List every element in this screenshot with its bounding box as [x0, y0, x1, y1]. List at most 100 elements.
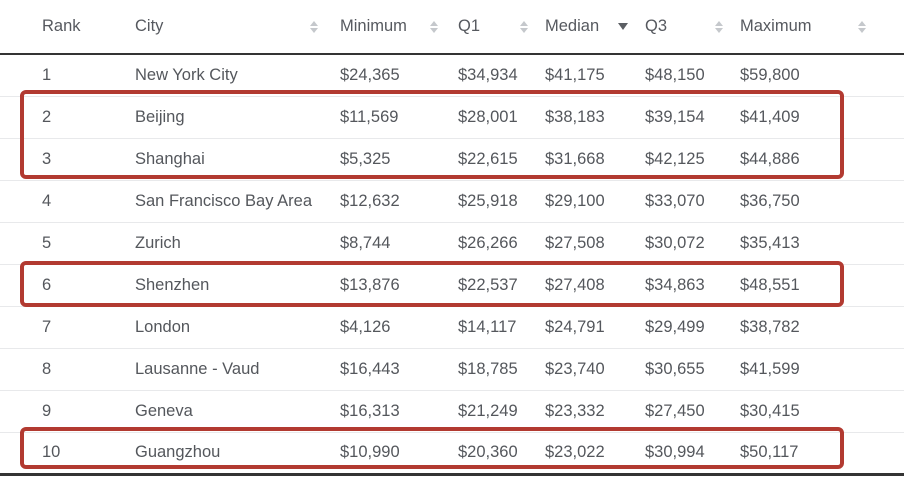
- q3-cell: $27,450: [640, 390, 735, 433]
- median-cell: $27,408: [540, 264, 640, 307]
- q1-cell: $21,249: [450, 390, 540, 433]
- column-header-minimum[interactable]: Minimum: [330, 0, 450, 55]
- q3-cell: $33,070: [640, 180, 735, 223]
- maximum-cell: $59,800: [735, 54, 904, 97]
- maximum-cell: $41,599: [735, 348, 904, 391]
- q1-cell: $22,537: [450, 264, 540, 307]
- minimum-cell: $16,313: [330, 390, 450, 433]
- city-cell: London: [110, 306, 330, 349]
- minimum-cell: $5,325: [330, 138, 450, 181]
- minimum-cell: $10,990: [330, 432, 450, 476]
- column-label-q1: Q1: [458, 17, 481, 35]
- table-row: 4 San Francisco Bay Area $12,632 $25,918…: [0, 180, 904, 223]
- maximum-cell: $41,409: [735, 96, 904, 139]
- table-header: Rank City Minimum: [0, 0, 904, 55]
- maximum-cell: $48,551: [735, 264, 904, 307]
- maximum-cell: $44,886: [735, 138, 904, 181]
- column-label-minimum: Minimum: [340, 17, 407, 35]
- q1-cell: $14,117: [450, 306, 540, 349]
- city-cell: Zurich: [110, 222, 330, 265]
- city-cell: San Francisco Bay Area: [110, 180, 330, 223]
- column-header-rank: Rank: [0, 0, 110, 55]
- city-cell: Lausanne - Vaud: [110, 348, 330, 391]
- sort-both-icon[interactable]: [310, 20, 318, 33]
- minimum-cell: $12,632: [330, 180, 450, 223]
- q3-cell: $42,125: [640, 138, 735, 181]
- city-cell: Beijing: [110, 96, 330, 139]
- column-header-median[interactable]: Median: [540, 0, 640, 55]
- city-cell: Guangzhou: [110, 432, 330, 476]
- table-row: 1 New York City $24,365 $34,934 $41,175 …: [0, 54, 904, 97]
- column-header-q3[interactable]: Q3: [640, 0, 735, 55]
- minimum-cell: $8,744: [330, 222, 450, 265]
- table-row: 3 Shanghai $5,325 $22,615 $31,668 $42,12…: [0, 138, 904, 181]
- maximum-cell: $30,415: [735, 390, 904, 433]
- rank-cell: 8: [0, 348, 110, 391]
- column-label-rank: Rank: [42, 17, 81, 35]
- median-cell: $27,508: [540, 222, 640, 265]
- table-row: 8 Lausanne - Vaud $16,443 $18,785 $23,74…: [0, 348, 904, 391]
- minimum-cell: $11,569: [330, 96, 450, 139]
- rank-cell: 4: [0, 180, 110, 223]
- column-header-city[interactable]: City: [110, 0, 330, 55]
- table-row: 9 Geneva $16,313 $21,249 $23,332 $27,450…: [0, 390, 904, 433]
- column-label-maximum: Maximum: [740, 17, 812, 35]
- table-body: 1 New York City $24,365 $34,934 $41,175 …: [0, 54, 904, 476]
- rank-cell: 3: [0, 138, 110, 181]
- maximum-cell: $36,750: [735, 180, 904, 223]
- rank-cell: 7: [0, 306, 110, 349]
- q1-cell: $28,001: [450, 96, 540, 139]
- table-row: 7 London $4,126 $14,117 $24,791 $29,499 …: [0, 306, 904, 349]
- median-cell: $24,791: [540, 306, 640, 349]
- sort-both-icon[interactable]: [858, 20, 866, 33]
- median-cell: $29,100: [540, 180, 640, 223]
- maximum-cell: $50,117: [735, 432, 904, 476]
- q1-cell: $25,918: [450, 180, 540, 223]
- column-label-city: City: [135, 17, 164, 35]
- header-row: Rank City Minimum: [0, 0, 904, 55]
- q3-cell: $39,154: [640, 96, 735, 139]
- maximum-cell: $35,413: [735, 222, 904, 265]
- sort-both-icon[interactable]: [430, 20, 438, 33]
- table-row: 2 Beijing $11,569 $28,001 $38,183 $39,15…: [0, 96, 904, 139]
- q1-cell: $20,360: [450, 432, 540, 476]
- q3-cell: $34,863: [640, 264, 735, 307]
- median-cell: $41,175: [540, 54, 640, 97]
- median-cell: $23,740: [540, 348, 640, 391]
- sort-both-icon[interactable]: [520, 20, 528, 33]
- q3-cell: $48,150: [640, 54, 735, 97]
- minimum-cell: $13,876: [330, 264, 450, 307]
- sort-both-icon[interactable]: [715, 20, 723, 33]
- q1-cell: $22,615: [450, 138, 540, 181]
- minimum-cell: $16,443: [330, 348, 450, 391]
- q1-cell: $18,785: [450, 348, 540, 391]
- table-row: 6 Shenzhen $13,876 $22,537 $27,408 $34,8…: [0, 264, 904, 307]
- city-cell: Shenzhen: [110, 264, 330, 307]
- q3-cell: $30,072: [640, 222, 735, 265]
- rank-cell: 10: [0, 432, 110, 476]
- column-label-q3: Q3: [645, 17, 668, 35]
- city-cell: New York City: [110, 54, 330, 97]
- median-cell: $23,332: [540, 390, 640, 433]
- median-cell: $38,183: [540, 96, 640, 139]
- city-cell: Geneva: [110, 390, 330, 433]
- maximum-cell: $38,782: [735, 306, 904, 349]
- rank-cell: 1: [0, 54, 110, 97]
- rank-cell: 6: [0, 264, 110, 307]
- sort-descending-icon[interactable]: [618, 23, 628, 30]
- table-row: 5 Zurich $8,744 $26,266 $27,508 $30,072 …: [0, 222, 904, 265]
- column-label-median: Median: [545, 17, 600, 35]
- column-header-q1[interactable]: Q1: [450, 0, 540, 55]
- q1-cell: $34,934: [450, 54, 540, 97]
- table-row: 10 Guangzhou $10,990 $20,360 $23,022 $30…: [0, 432, 904, 476]
- q3-cell: $30,655: [640, 348, 735, 391]
- q3-cell: $30,994: [640, 432, 735, 476]
- column-header-maximum[interactable]: Maximum: [735, 0, 904, 55]
- q3-cell: $29,499: [640, 306, 735, 349]
- q1-cell: $26,266: [450, 222, 540, 265]
- minimum-cell: $4,126: [330, 306, 450, 349]
- median-cell: $31,668: [540, 138, 640, 181]
- median-cell: $23,022: [540, 432, 640, 476]
